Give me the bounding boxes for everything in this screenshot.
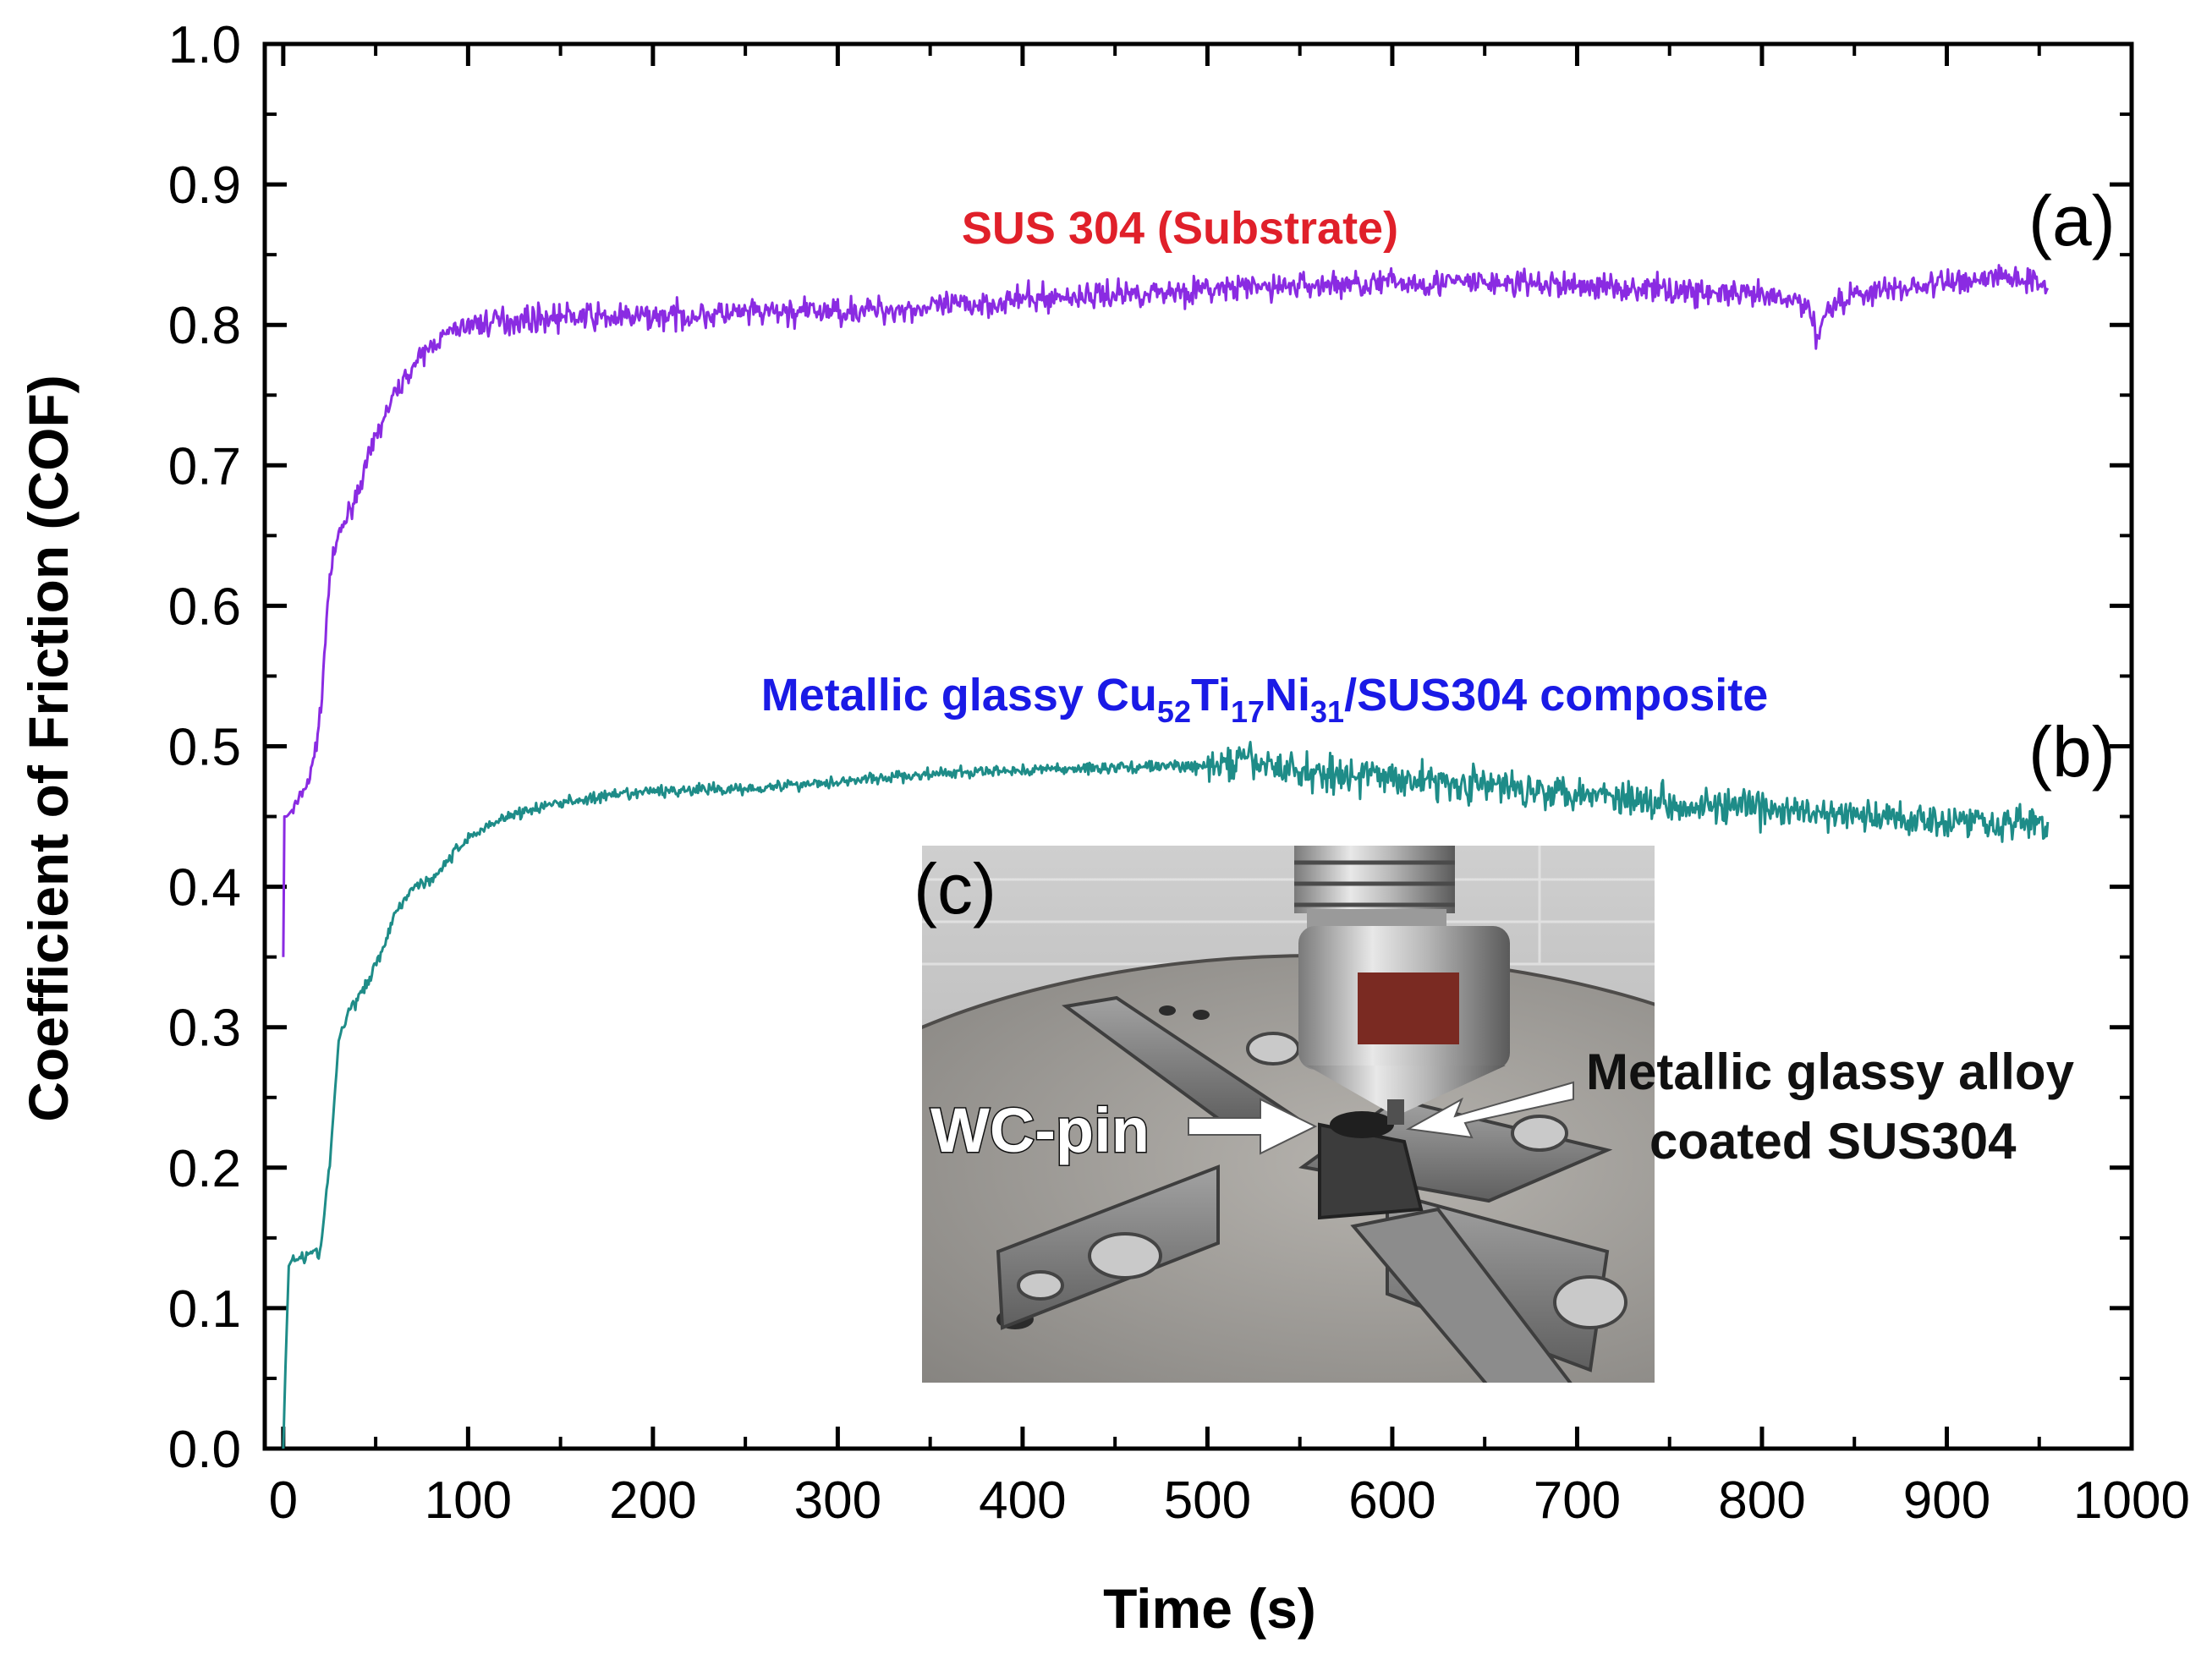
y-tick-label: 0.2 xyxy=(168,1140,241,1198)
x-tick-label: 200 xyxy=(609,1471,696,1530)
x-tick-label: 500 xyxy=(1164,1471,1251,1530)
coating-label-line1: Metallic glassy alloy xyxy=(1586,1044,2075,1100)
y-tick-label: 0.6 xyxy=(168,578,241,636)
series-b-line xyxy=(282,741,2050,1449)
x-tick-label: 300 xyxy=(794,1471,881,1530)
x-tick-label: 800 xyxy=(1718,1471,1805,1530)
x-tick-label: 100 xyxy=(425,1471,512,1530)
coating-label-line2: coated SUS304 xyxy=(1649,1113,2017,1170)
y-tick-label: 0.0 xyxy=(168,1421,241,1479)
y-tick-label: 0.8 xyxy=(168,297,241,355)
wc-pin-label: WC-pin xyxy=(930,1095,1150,1165)
y-axis-title: Coefficient of Friction (COF) xyxy=(17,375,80,1122)
x-tick-label: 400 xyxy=(979,1471,1066,1530)
x-tick-label: 1000 xyxy=(2073,1471,2190,1530)
y-tick-label: 1.0 xyxy=(168,16,241,74)
y-tick-label: 0.4 xyxy=(168,859,241,918)
panel-label-a: (a) xyxy=(2028,181,2116,260)
y-tick-label: 0.3 xyxy=(168,1000,241,1058)
inset-photo xyxy=(922,846,1655,1383)
series-a-label: SUS 304 (Substrate) xyxy=(962,203,1398,254)
x-tick-label: 700 xyxy=(1534,1471,1621,1530)
series-b-label: Metallic glassy Cu52Ti17Ni31/SUS304 comp… xyxy=(761,670,1769,729)
y-axis-ticks: 0.0 0.1 0.2 0.3 0.4 0.5 0.6 0.7 0.8 0.9 1.0 xyxy=(168,16,2132,1479)
x-tick-label: 0 xyxy=(269,1471,298,1530)
panel-label-b: (b) xyxy=(2028,712,2116,792)
y-tick-label: 0.7 xyxy=(168,437,241,496)
x-axis-ticks: 0 100 200 300 400 500 600 700 800 900 1000 xyxy=(269,44,2190,1530)
x-tick-label: 900 xyxy=(1903,1471,1990,1530)
series-a-line xyxy=(282,264,2050,957)
panel-label-c: (c) xyxy=(914,849,996,929)
x-axis-title: Time (s) xyxy=(1103,1577,1316,1640)
y-tick-label: 0.9 xyxy=(168,156,241,215)
y-tick-label: 0.1 xyxy=(168,1280,241,1339)
y-tick-label: 0.5 xyxy=(168,719,241,777)
x-tick-label: 600 xyxy=(1348,1471,1435,1530)
